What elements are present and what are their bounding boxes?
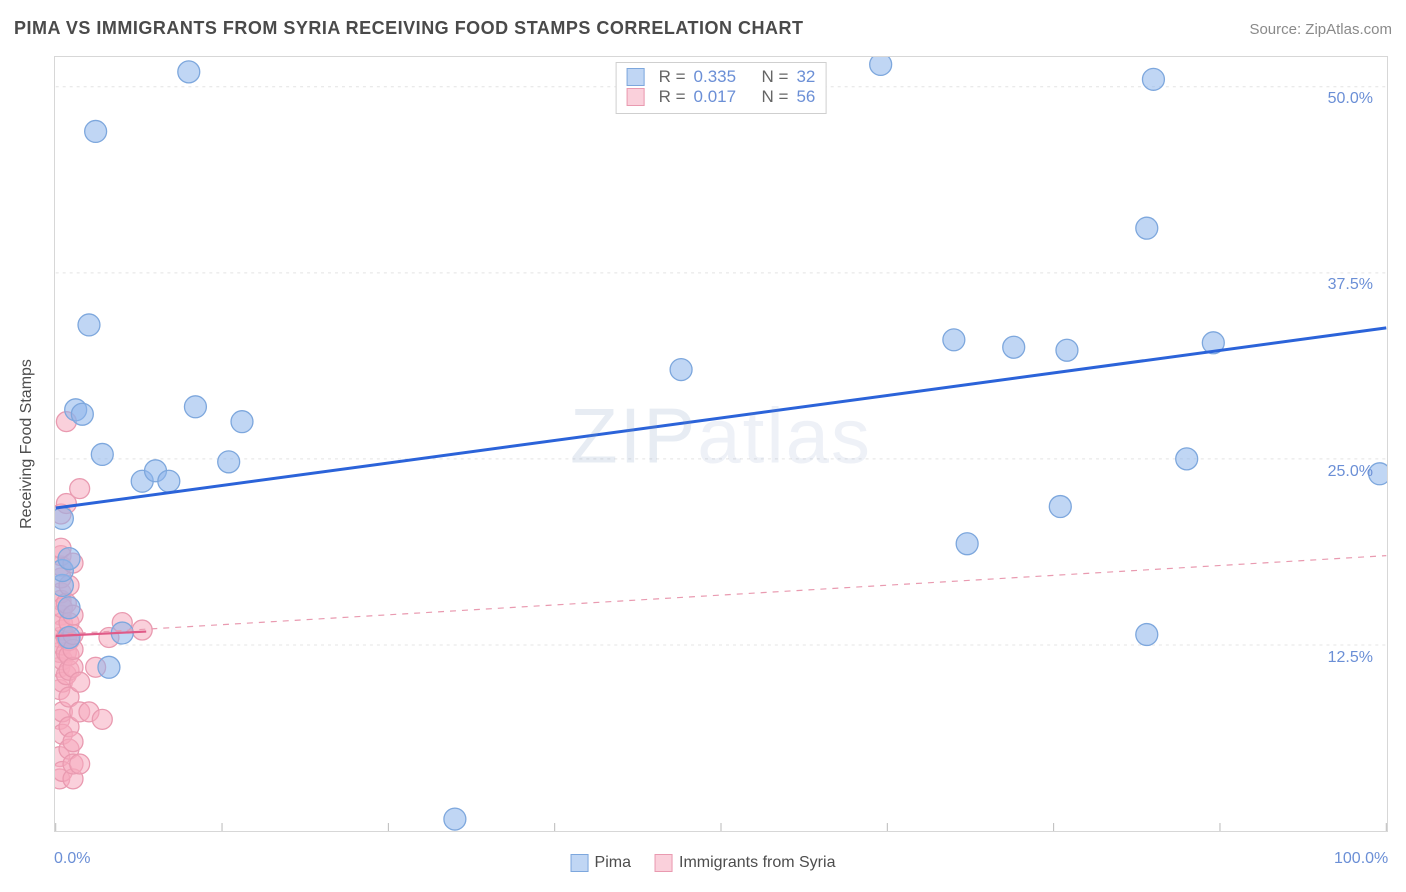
r-value: 0.017: [694, 87, 737, 107]
correlation-legend-row: R = 0.335 N = 32: [627, 67, 816, 87]
legend-label: Pima: [595, 854, 631, 871]
n-value: 32: [796, 67, 815, 87]
n-label: N =: [762, 87, 789, 107]
y-tick-label: 50.0%: [1328, 90, 1373, 108]
source-label: Source: ZipAtlas.com: [1249, 21, 1392, 38]
y-tick-label: 25.0%: [1328, 463, 1373, 481]
n-value: 56: [796, 87, 815, 107]
y-axis-container: Receiving Food Stamps: [0, 56, 54, 832]
header: PIMA VS IMMIGRANTS FROM SYRIA RECEIVING …: [14, 18, 1392, 39]
legend-item: Immigrants from Syria: [655, 854, 835, 872]
x-tick-label: 100.0%: [1334, 850, 1388, 868]
series-legend: Pima Immigrants from Syria: [571, 854, 836, 872]
r-value: 0.335: [694, 67, 737, 87]
y-tick-label: 12.5%: [1328, 649, 1373, 667]
y-axis-label: Receiving Food Stamps: [18, 359, 36, 529]
r-label: R =: [659, 87, 686, 107]
legend-item: Pima: [571, 854, 631, 872]
legend-swatch: [571, 854, 589, 872]
legend-swatch: [655, 854, 673, 872]
legend-swatch: [627, 88, 645, 106]
y-tick-label: 37.5%: [1328, 276, 1373, 294]
plot-area: ZIPatlas R =0.335 N =32R =0.017 N =56 12…: [54, 56, 1388, 832]
chart-title: PIMA VS IMMIGRANTS FROM SYRIA RECEIVING …: [14, 18, 804, 39]
correlation-legend: R = 0.335 N = 32 R = 0.017 N = 56: [616, 62, 827, 114]
plot-svg: [55, 57, 1387, 831]
chart-container: PIMA VS IMMIGRANTS FROM SYRIA RECEIVING …: [0, 0, 1406, 892]
x-tick-label: 0.0%: [54, 850, 90, 868]
legend-label: Immigrants from Syria: [679, 854, 835, 871]
r-label: R =: [659, 67, 686, 87]
legend-swatch: [627, 68, 645, 86]
correlation-legend-row: R = 0.017 N = 56: [627, 87, 816, 107]
n-label: N =: [762, 67, 789, 87]
